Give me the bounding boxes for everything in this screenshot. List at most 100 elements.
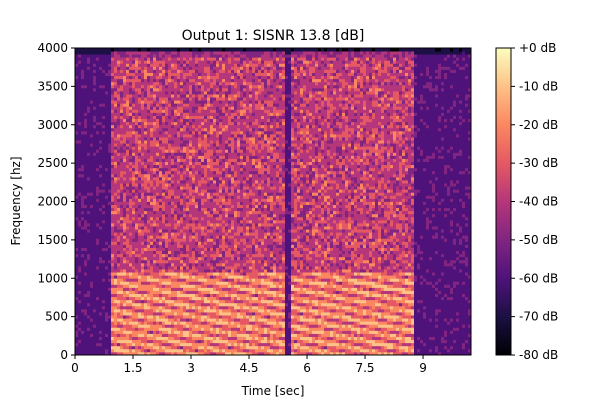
heatmap-cell: [81, 143, 85, 147]
heatmap-cell: [174, 63, 178, 67]
heatmap-cell: [141, 100, 145, 104]
heatmap-cell: [207, 299, 211, 304]
heatmap-cell: [189, 296, 193, 301]
heatmap-cell: [207, 155, 211, 159]
heatmap-cell: [174, 176, 178, 181]
heatmap-cell: [195, 149, 199, 153]
heatmap-cell: [135, 176, 139, 181]
heatmap-cell: [144, 112, 148, 116]
heatmap-cell: [168, 315, 172, 319]
heatmap-cell: [108, 167, 112, 172]
heatmap-cell: [126, 296, 130, 301]
heatmap-cell: [75, 78, 79, 83]
heatmap-cell: [174, 198, 178, 202]
heatmap-cell: [144, 121, 148, 126]
heatmap-cell: [87, 229, 91, 233]
heatmap-cell: [198, 54, 202, 58]
heatmap-cell: [84, 305, 88, 310]
heatmap-cell: [75, 287, 79, 291]
heatmap-cell: [156, 90, 160, 95]
heatmap-cell: [162, 226, 166, 230]
heatmap-cell: [186, 180, 190, 184]
heatmap-cell: [216, 121, 220, 126]
heatmap-cell: [123, 137, 127, 141]
heatmap-cell: [183, 244, 187, 248]
heatmap-cell: [102, 210, 106, 215]
heatmap-cell: [117, 302, 121, 307]
heatmap-cell: [213, 66, 217, 70]
heatmap-cell: [183, 287, 187, 291]
heatmap-cell: [186, 207, 190, 212]
heatmap-cell: [108, 176, 112, 181]
heatmap-cell: [174, 189, 178, 193]
heatmap-cell: [87, 333, 91, 337]
heatmap-cell: [117, 210, 121, 215]
heatmap-cell: [81, 186, 85, 190]
heatmap-cell: [93, 250, 97, 255]
heatmap-cell: [87, 75, 91, 80]
heatmap-cell: [147, 229, 151, 233]
heatmap-cell: [84, 342, 88, 347]
heatmap-cell: [84, 321, 88, 325]
heatmap-cell: [75, 186, 79, 190]
heatmap-cell: [105, 87, 109, 92]
heatmap-cell: [222, 345, 226, 350]
heatmap-cell: [135, 305, 139, 310]
heatmap-cell: [222, 281, 226, 285]
heatmap-cell: [84, 78, 88, 83]
heatmap-cell: [204, 232, 208, 236]
heatmap-cell: [186, 265, 190, 270]
heatmap-cell: [141, 281, 145, 285]
heatmap-cell: [153, 146, 157, 150]
heatmap-cell: [138, 180, 142, 184]
heatmap-cell: [147, 216, 151, 221]
heatmap-cell: [183, 103, 187, 107]
heatmap-cell: [189, 87, 193, 92]
heatmap-cell: [153, 216, 157, 221]
heatmap-cell: [99, 207, 103, 212]
heatmap-cell: [204, 75, 208, 80]
heatmap-cell: [141, 167, 145, 172]
heatmap-cell: [135, 164, 139, 169]
heatmap-cell: [210, 275, 214, 279]
heatmap-cell: [96, 339, 100, 344]
heatmap-cell: [135, 333, 139, 337]
heatmap-cell: [177, 265, 181, 270]
heatmap-cell: [222, 241, 226, 245]
heatmap-cell: [105, 130, 109, 135]
heatmap-cell: [132, 204, 136, 209]
heatmap-cell: [132, 164, 136, 169]
heatmap-cell: [153, 318, 157, 322]
heatmap-cell: [99, 305, 103, 310]
heatmap-cell: [174, 180, 178, 184]
heatmap-cell: [177, 290, 181, 294]
heatmap-cell: [120, 296, 124, 301]
heatmap-cell: [162, 161, 166, 166]
heatmap-cell: [135, 127, 139, 132]
heatmap-cell: [219, 48, 223, 52]
heatmap-cell: [141, 278, 145, 282]
heatmap-cell: [129, 63, 133, 67]
heatmap-cell: [102, 183, 106, 187]
heatmap-cell: [213, 137, 217, 141]
heatmap-cell: [213, 158, 217, 162]
heatmap-cell: [108, 336, 112, 341]
heatmap-cell: [138, 63, 142, 67]
heatmap-cell: [90, 63, 94, 67]
heatmap-cell: [90, 149, 94, 153]
heatmap-cell: [156, 155, 160, 159]
heatmap-cell: [99, 149, 103, 153]
heatmap-cell: [120, 100, 124, 104]
heatmap-cell: [120, 118, 124, 123]
heatmap-cell: [99, 244, 103, 248]
heatmap-cell: [75, 195, 79, 199]
heatmap-cell: [114, 75, 118, 80]
heatmap-cell: [201, 176, 205, 181]
heatmap-cell: [186, 351, 190, 355]
heatmap-cell: [135, 265, 139, 270]
heatmap-cell: [198, 312, 202, 316]
heatmap-cell: [90, 112, 94, 116]
heatmap-cell: [147, 121, 151, 126]
heatmap-cell: [102, 330, 106, 334]
heatmap-cell: [126, 262, 130, 267]
